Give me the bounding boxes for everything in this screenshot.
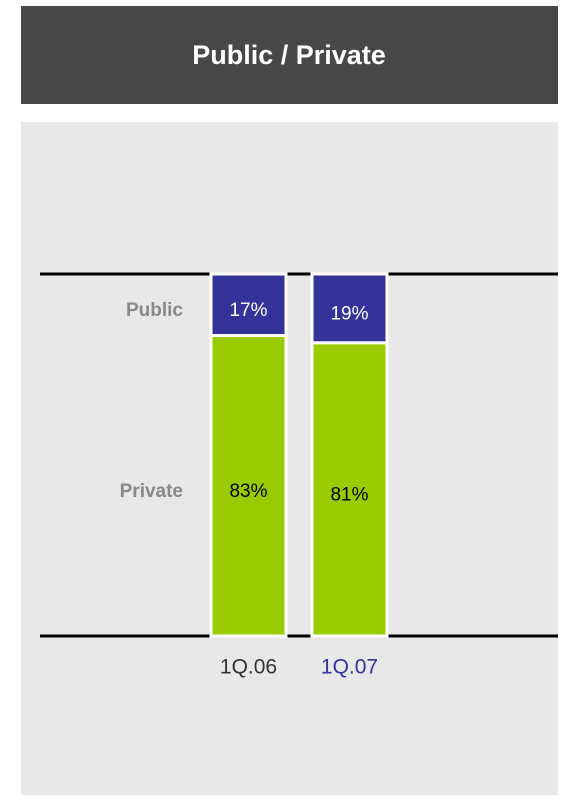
header — [21, 6, 558, 104]
series-label: Private — [120, 481, 183, 502]
bar-segment — [209, 272, 288, 338]
value-label: 17% — [229, 300, 267, 321]
value-label: 83% — [229, 481, 267, 502]
panel — [21, 122, 558, 795]
x-tick-label: 1Q.07 — [321, 656, 378, 679]
x-tick-label: 1Q.06 — [220, 656, 277, 679]
series-label: Public — [126, 300, 183, 321]
value-label: 81% — [330, 484, 368, 505]
value-label: 19% — [330, 303, 368, 324]
bar-segment — [310, 272, 389, 345]
bar-segment — [209, 334, 288, 638]
chart-title: Public / Private — [192, 40, 386, 70]
